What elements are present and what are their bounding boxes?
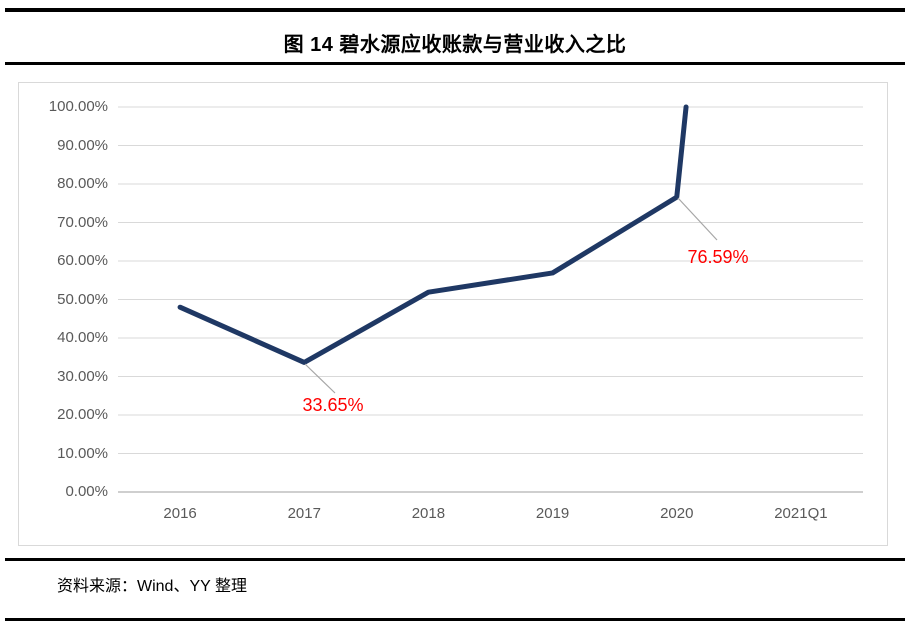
y-tick-label: 40.00%	[57, 329, 108, 346]
bottom-rule	[5, 618, 905, 621]
y-tick-label: 70.00%	[57, 213, 108, 231]
series-line	[177, 104, 689, 365]
x-tick-label: 2019	[535, 505, 570, 522]
footer-top-rule	[5, 558, 905, 561]
data-label: 76.59%	[687, 247, 749, 267]
x-tick-label: 2021Q1	[774, 505, 828, 522]
y-tick-label: 10.00%	[57, 444, 108, 462]
chart-title: 图 14 碧水源应收账款与营业收入之比	[283, 34, 627, 56]
x-tick-label: 2016	[163, 505, 197, 522]
y-tick-label: 100.00%	[48, 98, 108, 115]
x-tick-label: 2020	[660, 505, 694, 522]
source-note: 资料来源：Wind、YY 整理	[57, 578, 247, 595]
y-tick-label: 50.00%	[57, 290, 108, 308]
x-tick-label: 2017	[287, 505, 321, 522]
y-tick-label: 0.00%	[65, 483, 108, 500]
y-tick-label: 60.00%	[57, 252, 108, 269]
y-tick-label: 20.00%	[57, 406, 108, 423]
y-tick-label: 30.00%	[57, 367, 108, 385]
chart-frame	[18, 82, 888, 546]
top-rule	[5, 8, 905, 12]
y-tick-label: 80.00%	[57, 175, 108, 192]
title-divider-rule	[5, 62, 905, 65]
y-tick-label: 90.00%	[57, 136, 108, 154]
x-tick-label: 2018	[411, 505, 446, 522]
data-label: 33.65%	[302, 395, 364, 415]
label-leader-line	[304, 363, 336, 394]
label-leader-line	[677, 197, 718, 241]
